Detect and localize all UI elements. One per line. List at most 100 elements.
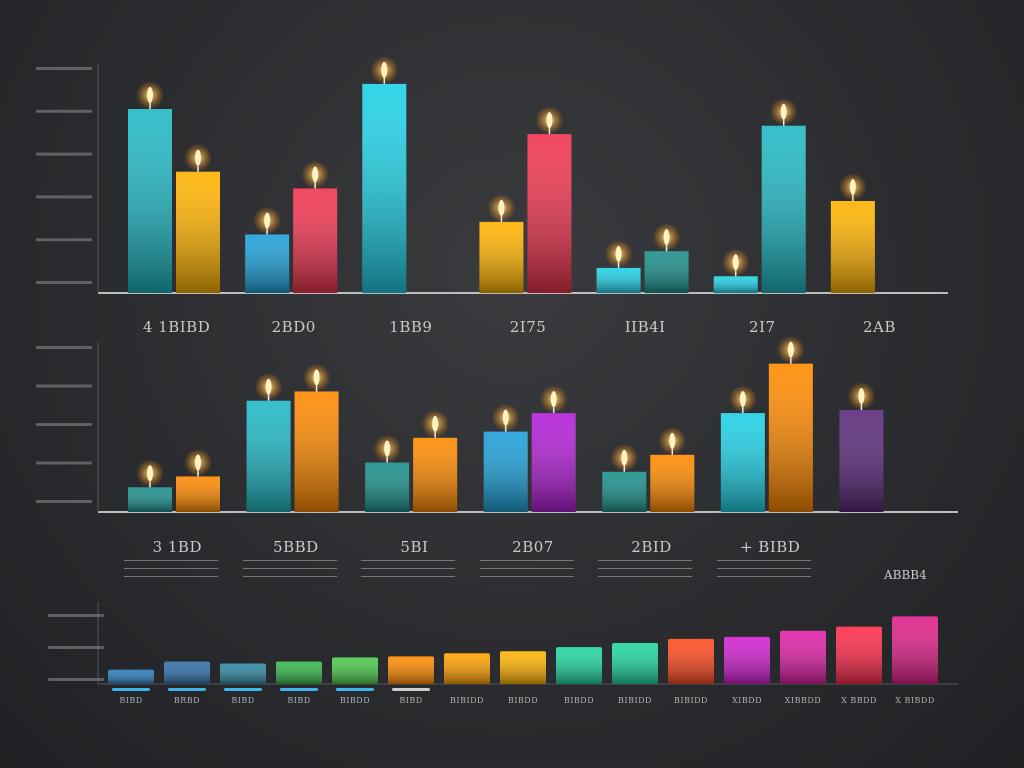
flame — [195, 454, 201, 471]
bar-shade — [483, 431, 528, 512]
bar-shade — [246, 400, 291, 512]
bar-shade — [839, 410, 884, 512]
note-line — [716, 560, 811, 561]
bar-shade — [500, 651, 546, 684]
bar-shade — [362, 83, 407, 293]
bar-shade — [602, 471, 647, 512]
chart1-tick-label — [36, 195, 92, 199]
flame — [384, 440, 391, 457]
category-label: BIBIDD — [618, 696, 652, 705]
bar-shade — [761, 125, 806, 294]
category-label: 2I75 — [509, 318, 547, 336]
bar-highlight — [392, 688, 430, 691]
bar-highlight — [168, 688, 206, 691]
category-label: XIBDD — [731, 696, 763, 705]
category-label: 1BB9 — [389, 318, 433, 336]
bar-shade — [556, 647, 602, 684]
bar-shade — [830, 201, 875, 293]
category-label: BIBIDD — [450, 696, 484, 705]
category-label: + BIBD — [739, 538, 801, 556]
category-label: X BBDD — [841, 696, 877, 705]
bar-shade — [836, 626, 882, 684]
chart2-tick-label — [36, 500, 92, 503]
flame — [615, 245, 622, 262]
bar-shade — [176, 171, 220, 293]
note-line — [242, 568, 337, 569]
bar-shade — [713, 276, 758, 293]
flame — [195, 149, 201, 166]
note-line — [716, 576, 811, 577]
category-label: BIBD — [399, 696, 423, 705]
chart-1 — [36, 55, 948, 294]
note-line — [716, 568, 811, 569]
bar-shade — [128, 487, 172, 512]
bar-shade — [164, 661, 210, 684]
flame — [858, 388, 865, 404]
chart3-tick-label — [48, 678, 104, 681]
flame — [498, 199, 505, 216]
category-label: BIBD — [119, 696, 143, 705]
flame — [381, 61, 388, 78]
note-line — [242, 576, 337, 577]
flame — [732, 254, 739, 271]
bar-shade — [332, 657, 378, 684]
chart1-tick-label — [36, 238, 92, 242]
chart3-tick-label — [48, 646, 104, 649]
note-line — [479, 576, 574, 577]
note-line — [124, 568, 218, 569]
flame — [147, 465, 153, 482]
bar-shade — [479, 221, 524, 293]
bar-shade — [245, 234, 290, 293]
category-label: BIBD — [287, 696, 311, 705]
chart2-tick-label — [36, 384, 92, 388]
note-line — [598, 568, 693, 569]
flame — [147, 87, 153, 103]
bar-shade — [176, 476, 220, 512]
note-line — [479, 568, 574, 569]
bar-shade — [768, 363, 813, 512]
chart1-tick-label — [36, 281, 92, 284]
category-label: 5BBD — [273, 538, 319, 556]
category-label: 4 1BIBD — [142, 318, 211, 336]
category-label: X BIBDD — [895, 696, 935, 705]
bar-shade — [108, 669, 154, 684]
category-label: BIBDD — [563, 696, 595, 705]
note-line — [124, 560, 218, 561]
flame — [432, 415, 439, 432]
bar-shade — [220, 663, 266, 684]
flame — [264, 212, 271, 229]
chart2-tick-label — [36, 423, 92, 426]
category-label: BIBDD — [507, 696, 539, 705]
bar-shade — [531, 413, 576, 512]
chart2-tick-label — [36, 461, 92, 465]
bar-shade — [668, 638, 714, 684]
bar-shade — [444, 653, 490, 684]
category-label: IIB4I — [624, 318, 666, 336]
chart1-tick-label — [36, 152, 92, 156]
bar-shade — [596, 267, 641, 293]
bar-highlight — [112, 688, 150, 691]
bar-shade — [892, 616, 938, 684]
flame — [787, 341, 794, 358]
bar-shade — [128, 109, 172, 293]
chart-2 — [36, 335, 958, 513]
bar-highlight — [224, 688, 262, 691]
category-label: BIBIDD — [674, 696, 708, 705]
category-label: 2BID — [631, 538, 672, 556]
category-label: BRBD — [173, 696, 201, 705]
corner-label: ABBB4 — [884, 568, 927, 582]
flame — [621, 449, 628, 466]
note-line — [361, 568, 456, 569]
flame — [669, 432, 676, 449]
bar-shade — [780, 630, 826, 684]
bar-shade — [720, 413, 765, 512]
bar-shade — [650, 454, 695, 512]
bar-shade — [612, 643, 658, 684]
bar-shade — [527, 134, 572, 293]
bar-highlight — [280, 688, 318, 691]
bar-shade — [294, 391, 339, 512]
bar-shade — [293, 188, 338, 293]
bar-shade — [644, 251, 689, 293]
category-label: 2AB — [862, 318, 896, 336]
chart-3 — [48, 602, 958, 691]
